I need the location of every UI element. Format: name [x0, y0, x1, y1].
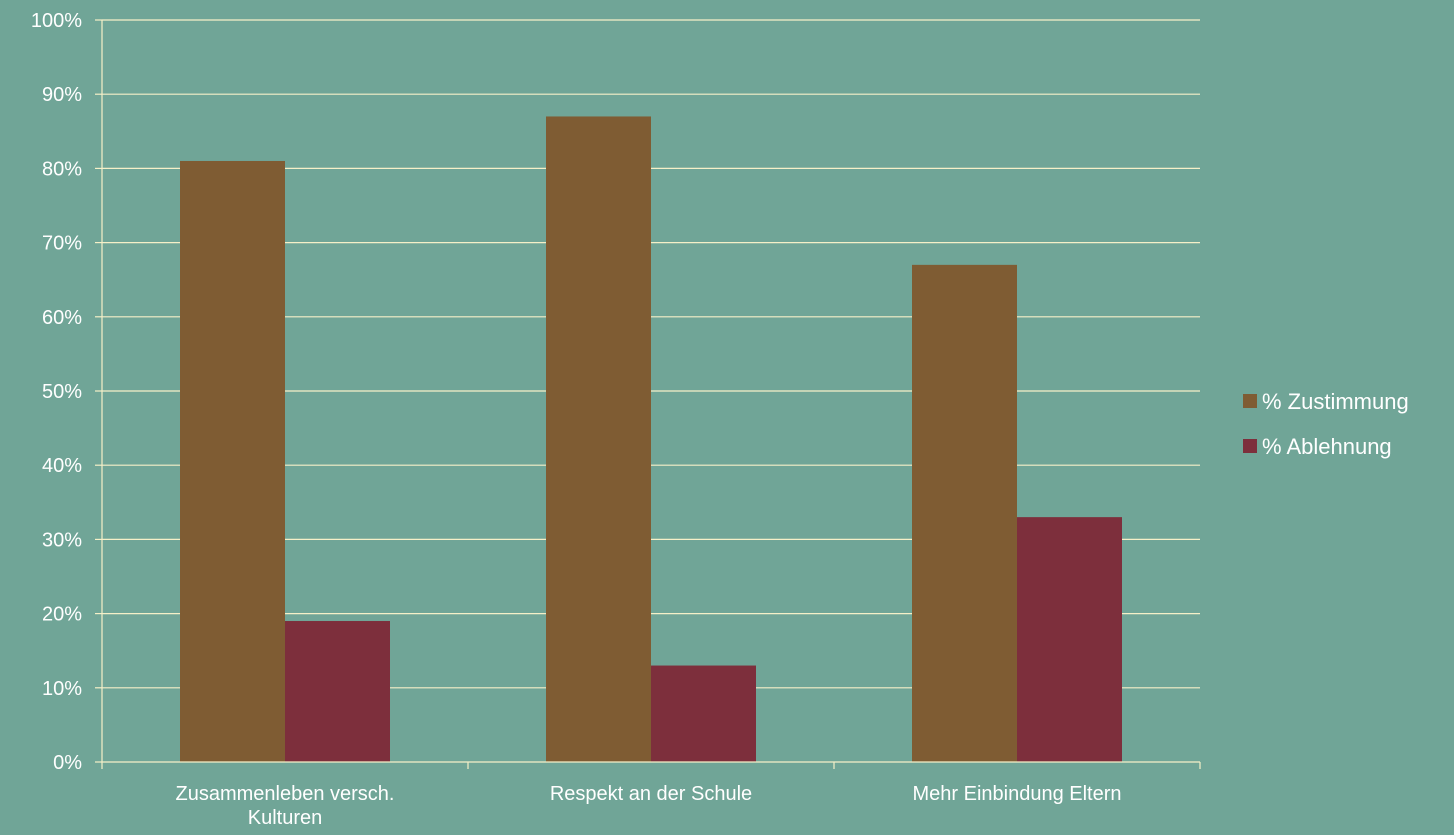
y-axis-tick-labels: 0% 10% 20% 30% 40% 50% 60% 70% 80% 90% 100% — [31, 10, 82, 774]
bar — [285, 621, 390, 762]
y-tick-label: 50% — [42, 381, 82, 403]
y-tick-label: 80% — [42, 158, 82, 180]
x-category-label: Mehr Einbindung Eltern — [912, 783, 1121, 805]
y-tick-label: 90% — [42, 84, 82, 106]
bar — [1017, 517, 1122, 762]
y-tick-label: 0% — [53, 752, 82, 774]
x-category-label: Zusammenleben versch. — [176, 783, 395, 805]
bar — [912, 264, 1017, 762]
legend-label: % Ablehnung — [1262, 434, 1392, 459]
legend-swatch — [1243, 394, 1257, 408]
bar — [180, 160, 285, 763]
y-tick-label: 10% — [42, 678, 82, 700]
bar — [546, 116, 651, 762]
legend-swatch — [1243, 439, 1257, 453]
y-tick-label: 100% — [31, 10, 82, 32]
y-tick-label: 60% — [42, 307, 82, 329]
y-tick-label: 30% — [42, 529, 82, 551]
legend-label: % Zustimmung — [1262, 389, 1409, 414]
axes — [95, 19, 1201, 769]
bar — [651, 665, 756, 762]
bars — [180, 116, 1122, 763]
y-tick-label: 70% — [42, 233, 82, 255]
x-axis-category-labels: Zusammenleben versch.Kulturen Respekt an … — [176, 783, 1122, 829]
y-tick-label: 20% — [42, 604, 82, 626]
legend: % Zustimmung % Ablehnung — [1243, 389, 1409, 459]
x-category-label: Respekt an der Schule — [550, 783, 752, 805]
y-tick-label: 40% — [42, 455, 82, 477]
x-category-label: Kulturen — [248, 807, 323, 829]
